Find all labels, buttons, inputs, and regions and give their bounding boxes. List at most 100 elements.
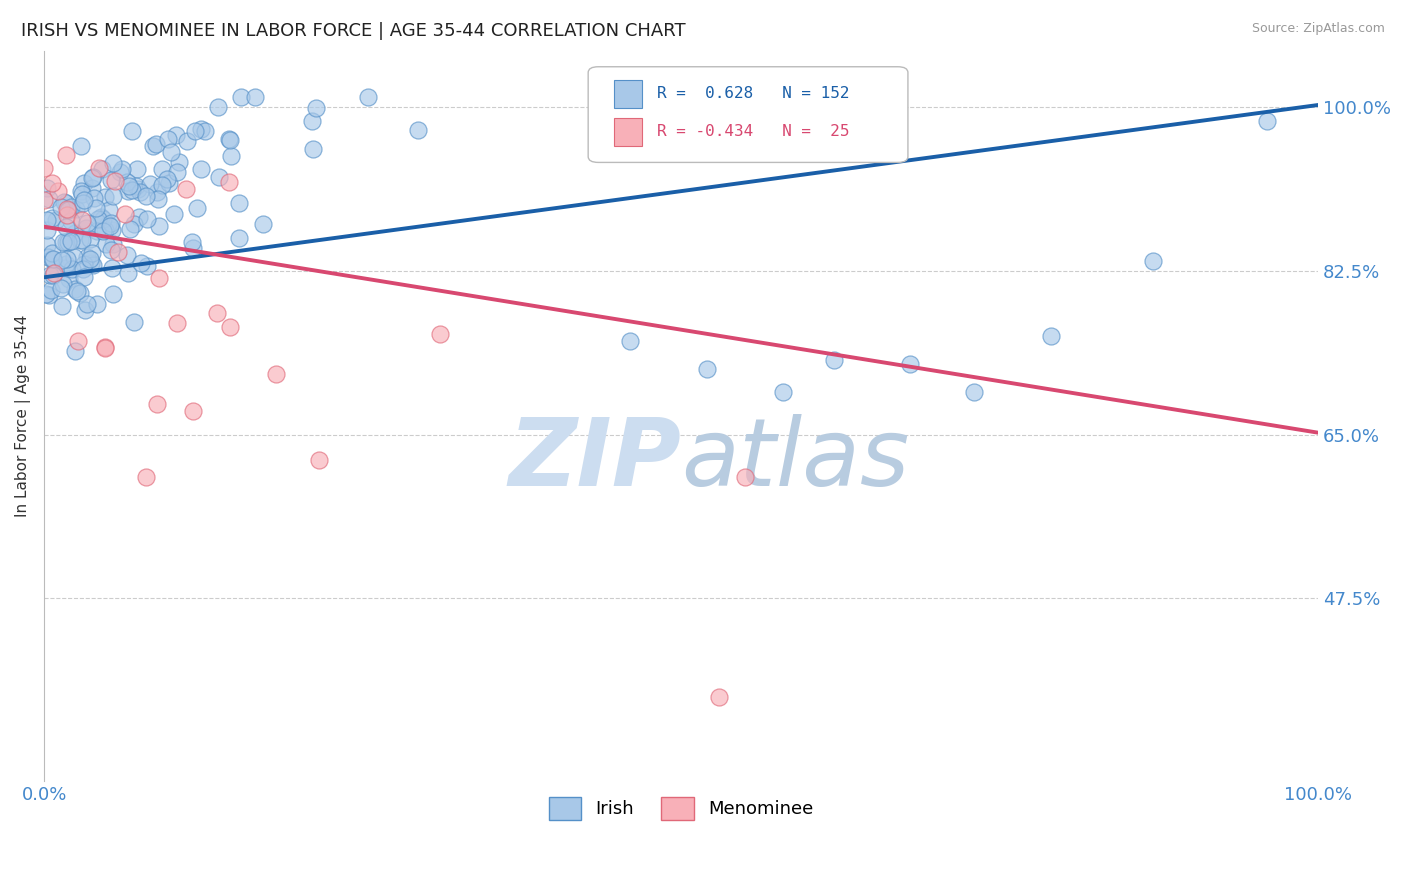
Point	[94, 340, 117, 354]
Point	[69, 233, 91, 247]
Point	[108, 165, 131, 179]
Point	[163, 206, 186, 220]
Point	[38, 192, 60, 206]
Point	[181, 404, 204, 418]
Point	[165, 128, 187, 142]
Point	[35, 286, 58, 301]
Point	[79, 256, 101, 270]
Point	[63, 250, 86, 264]
Point	[51, 253, 73, 268]
Point	[72, 234, 94, 248]
Point	[63, 226, 86, 240]
Point	[55, 195, 77, 210]
Point	[900, 357, 922, 371]
Point	[176, 134, 198, 148]
Point	[183, 124, 205, 138]
Point	[115, 175, 138, 189]
Point	[101, 286, 124, 301]
Point	[86, 296, 108, 310]
Point	[55, 235, 77, 250]
Point	[308, 452, 330, 467]
Point	[1256, 114, 1278, 128]
Point	[35, 213, 58, 227]
Point	[82, 259, 104, 273]
Point	[101, 261, 124, 276]
Point	[219, 133, 242, 147]
Point	[166, 165, 188, 179]
FancyBboxPatch shape	[588, 67, 908, 162]
Point	[619, 334, 641, 348]
Point	[1039, 329, 1062, 343]
Point	[181, 241, 204, 255]
Point	[82, 170, 104, 185]
Point	[136, 211, 159, 226]
Point	[121, 183, 143, 197]
Point	[301, 114, 323, 128]
Point	[65, 202, 87, 216]
Point	[135, 259, 157, 273]
Point	[35, 180, 58, 194]
Point	[53, 194, 76, 209]
Point	[111, 161, 134, 176]
Point	[97, 217, 120, 231]
Point	[37, 250, 59, 264]
Point	[176, 182, 198, 196]
Point	[56, 202, 79, 216]
Point	[101, 156, 124, 170]
Point	[93, 223, 115, 237]
Point	[76, 296, 98, 310]
Point	[91, 224, 114, 238]
Point	[41, 176, 63, 190]
Point	[58, 272, 80, 286]
Point	[39, 268, 62, 282]
Point	[120, 222, 142, 236]
Point	[45, 260, 67, 274]
Point	[243, 90, 266, 104]
Point	[38, 287, 60, 301]
Point	[98, 219, 121, 233]
Point	[101, 237, 124, 252]
Point	[114, 206, 136, 220]
Point	[231, 90, 253, 104]
Point	[73, 270, 96, 285]
Point	[94, 190, 117, 204]
Text: R =  0.628   N = 152: R = 0.628 N = 152	[657, 87, 849, 102]
Point	[122, 217, 145, 231]
Point	[205, 305, 228, 319]
Point	[86, 224, 108, 238]
Point	[39, 283, 62, 297]
Point	[44, 266, 66, 280]
Point	[150, 161, 173, 176]
Text: atlas: atlas	[681, 414, 910, 505]
Point	[252, 218, 274, 232]
Point	[80, 170, 103, 185]
Point	[772, 385, 794, 400]
Point	[734, 469, 756, 483]
Point	[73, 193, 96, 207]
Point	[167, 155, 190, 169]
Point	[67, 334, 90, 349]
Point	[32, 161, 55, 175]
Point	[73, 303, 96, 318]
Text: R = -0.434   N =  25: R = -0.434 N = 25	[657, 124, 849, 139]
Point	[148, 271, 170, 285]
Point	[49, 200, 72, 214]
Point	[129, 186, 152, 200]
Point	[117, 184, 139, 198]
Point	[150, 178, 173, 193]
Point	[107, 244, 129, 259]
Point	[73, 177, 96, 191]
Point	[218, 319, 240, 334]
Point	[76, 216, 98, 230]
Point	[94, 236, 117, 251]
Point	[166, 317, 188, 331]
Point	[208, 170, 231, 185]
Point	[148, 219, 170, 233]
Point	[128, 211, 150, 225]
Text: Source: ZipAtlas.com: Source: ZipAtlas.com	[1251, 22, 1385, 36]
Point	[52, 235, 75, 249]
Point	[100, 173, 122, 187]
Point	[41, 211, 63, 225]
Point	[118, 179, 141, 194]
Point	[823, 352, 845, 367]
